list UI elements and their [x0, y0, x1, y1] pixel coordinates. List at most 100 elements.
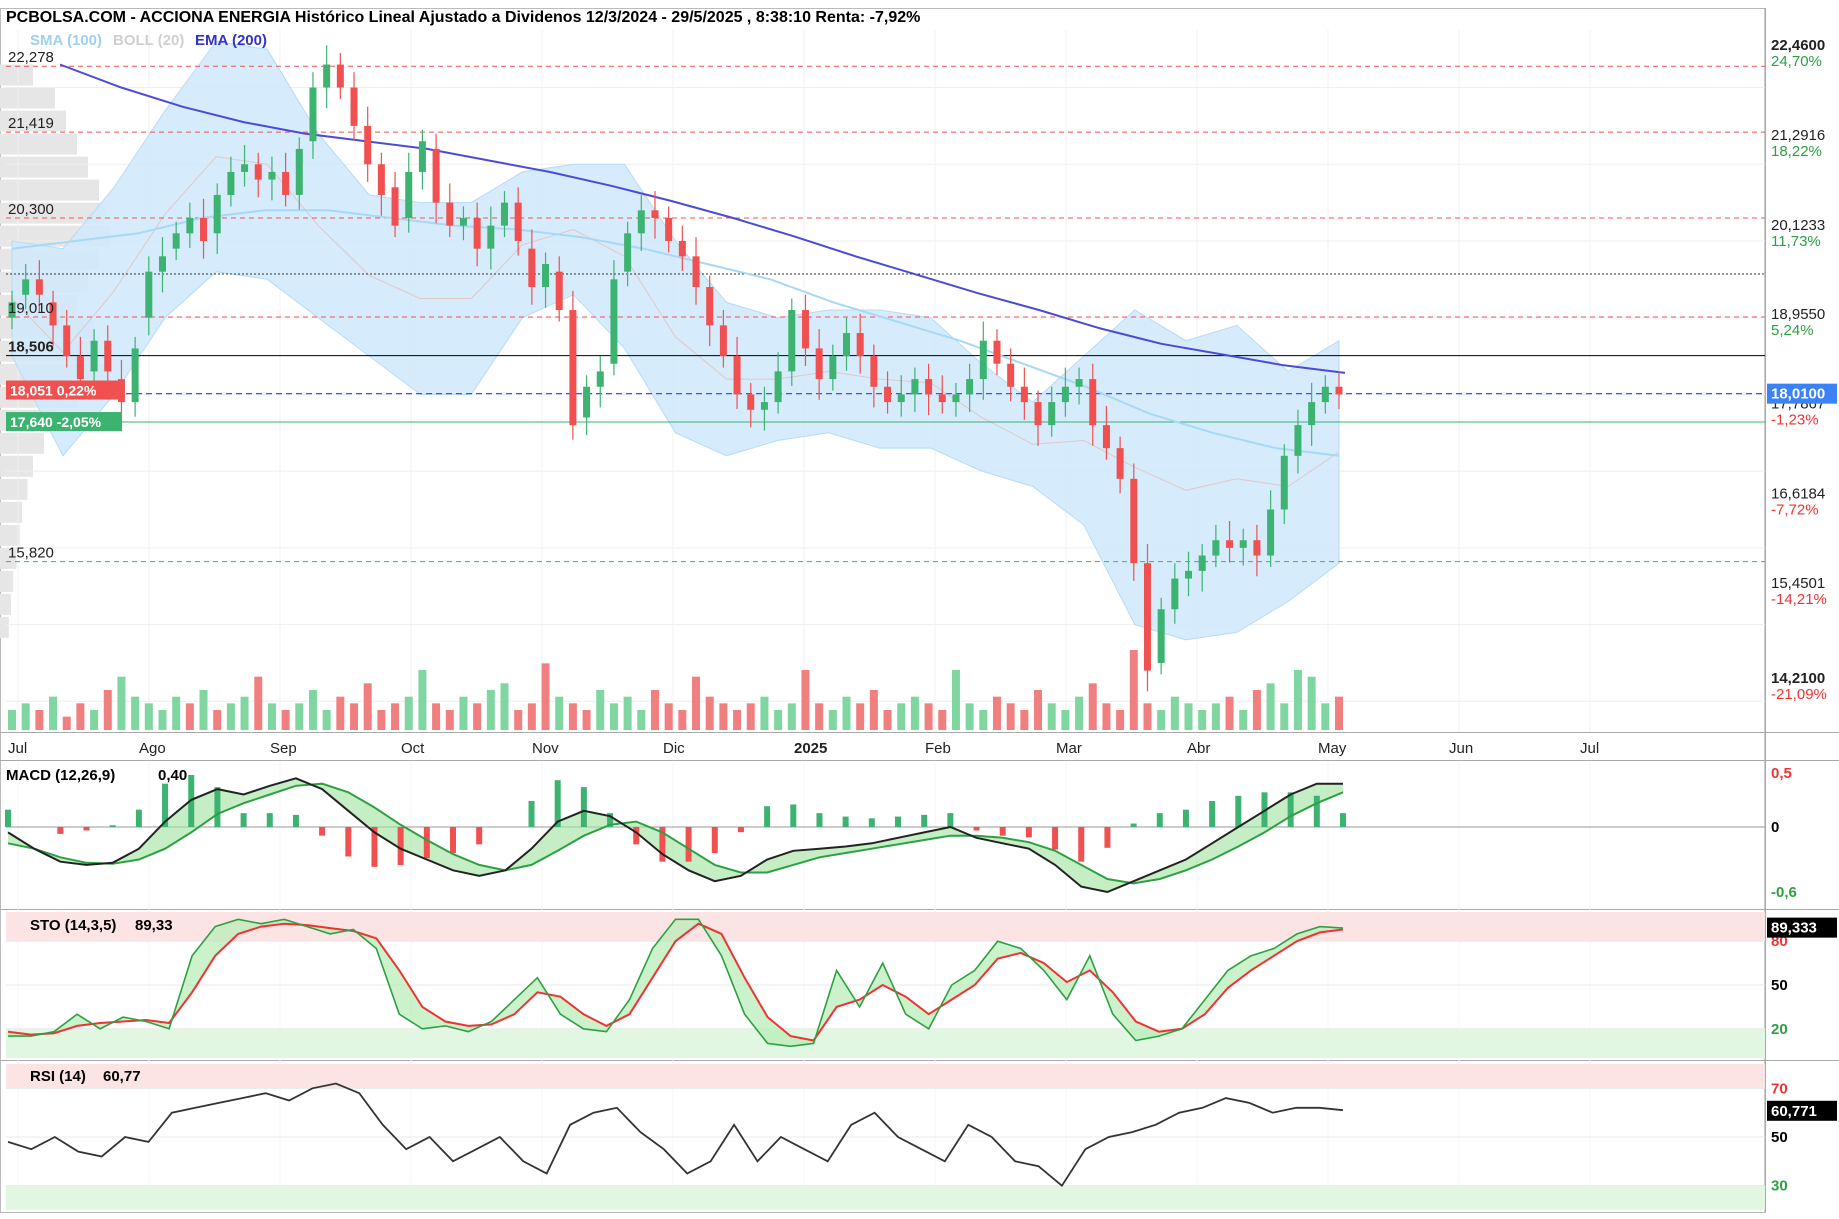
volume-profile-bar: [0, 501, 22, 523]
volume-bar: [336, 696, 345, 730]
candle-body: [63, 325, 71, 357]
volume-bar: [774, 710, 783, 730]
volume-bar: [1211, 703, 1220, 730]
candle-body: [227, 171, 235, 195]
candle-body: [1061, 386, 1069, 403]
x-axis-label: Ago: [139, 740, 166, 757]
candle-body: [583, 386, 591, 418]
right-axis-pct: 5,24%: [1771, 322, 1814, 339]
current-price-tag: [1767, 383, 1837, 404]
candle-body: [1239, 540, 1247, 548]
candle-body: [678, 240, 686, 257]
price-badge-label: 17,640 -2,05%: [10, 414, 102, 430]
right-axis-pct: -14,21%: [1771, 591, 1827, 608]
volume-profile-bar: [0, 179, 99, 201]
macd-histogram-bar: [1052, 827, 1059, 850]
candle-body: [418, 141, 426, 172]
right-axis-pct: -7,72%: [1771, 501, 1819, 518]
volume-bar: [910, 696, 919, 730]
candle-body: [706, 287, 714, 326]
candle-body: [1102, 425, 1110, 449]
macd-histogram-bar: [345, 827, 352, 857]
volume-profile-bar: [0, 570, 14, 592]
candle-body: [1280, 455, 1288, 510]
candle-body: [268, 171, 276, 180]
volume-bar: [391, 703, 400, 730]
candle-body: [186, 217, 194, 234]
candle-body: [90, 340, 98, 372]
candle-body: [500, 202, 508, 226]
candle-body: [911, 379, 919, 395]
sto-axis-label: 20: [1771, 1021, 1788, 1038]
candle-body: [172, 233, 180, 249]
candle-body: [1116, 448, 1124, 479]
candle-body: [1075, 379, 1083, 387]
candle-body: [473, 217, 481, 249]
candle-body: [213, 194, 221, 234]
volume-bar: [240, 696, 249, 730]
macd-histogram-bar: [633, 827, 640, 845]
macd-histogram-bar: [528, 801, 535, 827]
volume-bar: [1184, 703, 1193, 730]
candle-body: [1007, 363, 1015, 387]
volume-profile-bar: [0, 616, 9, 638]
candle-body: [145, 271, 153, 318]
macd-signal-line: [7, 782, 1344, 885]
candle-body: [446, 202, 454, 226]
x-axis-label: May: [1318, 740, 1347, 757]
legend-boll: BOLL (20): [113, 32, 184, 49]
volume-bar: [473, 703, 482, 730]
volume-bar: [1061, 710, 1070, 730]
rsi-panel: 70 50 30 60,771: [6, 1064, 1837, 1210]
candle-body: [22, 279, 30, 295]
volume-bar: [951, 670, 960, 730]
volume-bar: [938, 710, 947, 730]
volume-bar: [1102, 703, 1111, 730]
candle-body: [1048, 402, 1056, 426]
volume-bar: [992, 696, 1001, 730]
candle-body: [979, 340, 987, 380]
candle-body: [993, 340, 1001, 364]
macd-histogram-bar: [737, 827, 744, 833]
volume-bar: [308, 690, 317, 730]
macd-histogram-bar: [266, 813, 273, 827]
candle-body: [843, 333, 851, 357]
candle-body: [254, 164, 262, 180]
volume-bar: [103, 690, 112, 730]
macd-histogram-bar: [450, 827, 456, 853]
volume-bar: [350, 703, 359, 730]
macd-histogram-bar: [1287, 792, 1294, 827]
volume-profile-bar: [0, 478, 28, 500]
volume-bar: [609, 703, 618, 730]
candle-body: [405, 171, 413, 218]
candle-body: [747, 394, 755, 410]
volume-bar: [555, 696, 564, 730]
macd-histogram-bar: [162, 783, 169, 827]
left-level-label: 22,278: [8, 49, 54, 66]
candle-body: [309, 87, 317, 142]
candle-body: [1020, 386, 1028, 403]
macd-histogram-bar: [1156, 813, 1163, 827]
sto-value-tag-label: 89,333: [1771, 920, 1817, 937]
candle-body: [514, 202, 522, 241]
volume-bar: [842, 696, 851, 730]
volume-bar: [432, 703, 441, 730]
candle-body: [1157, 609, 1165, 663]
volume-bar: [226, 703, 235, 730]
volume-bar: [856, 703, 865, 730]
volume-bar: [1075, 696, 1084, 730]
legend-sma: SMA (100): [30, 32, 102, 49]
candle-body: [665, 217, 673, 241]
candle-body: [336, 64, 344, 88]
sma-line: [11, 209, 1340, 457]
macd-histogram-bar: [1182, 809, 1189, 827]
candle-body: [1226, 540, 1234, 548]
volume-bar: [1143, 703, 1152, 730]
volume-bar: [1225, 696, 1234, 730]
volume-bar: [144, 703, 153, 730]
volume-bar: [62, 716, 71, 730]
macd-axis-label: 0: [1771, 819, 1779, 836]
macd-histogram-bar: [135, 809, 142, 827]
volume-bar: [733, 710, 742, 730]
